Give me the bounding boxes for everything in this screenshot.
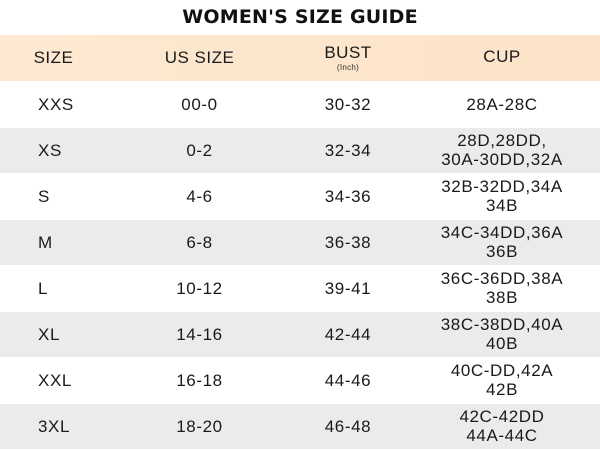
table-row: 3XL 18-20 46-48 42C-42DD 44A-44C [0, 403, 600, 449]
cup-line: 36B [485, 242, 519, 261]
cup-line: 34C-34DD,36A [440, 223, 564, 242]
us-size-cell: 16-18 [176, 370, 223, 390]
cup-line: 32B-32DD,34A [441, 177, 563, 196]
header-bust-unit: (Inch) [336, 62, 360, 72]
header-cup: CUP [483, 47, 521, 66]
size-cell: M [38, 232, 53, 252]
header-bust: BUST (Inch) [292, 35, 404, 81]
cup-line: 40B [485, 334, 519, 353]
size-cell: S [38, 186, 50, 206]
cup-cell: 28D,28DD, 30A-30DD,32A [404, 127, 600, 173]
us-size-cell: 18-20 [176, 416, 223, 436]
cup-line: 28A-28C [466, 94, 538, 114]
bust-cell: 30-32 [324, 94, 372, 114]
cup-cell: 36C-36DD,38A 38B [404, 265, 600, 311]
us-size-cell: 6-8 [186, 232, 213, 252]
header-bust-label: BUST [324, 42, 372, 62]
cup-cell: 38C-38DD,40A 40B [404, 311, 600, 357]
bust-cell: 44-46 [324, 370, 372, 390]
cup-line: 38C-38DD,40A [440, 315, 564, 334]
cup-line: 30A-30DD,32A [441, 150, 563, 169]
table-header: SIZE US SIZE BUST (Inch) CUP [0, 35, 600, 81]
table-row: XL 14-16 42-44 38C-38DD,40A 40B [0, 311, 600, 357]
size-cell: L [38, 278, 49, 298]
cup-cell: 28A-28C [404, 81, 600, 127]
table-body: XXS 00-0 30-32 28A-28C XS 0-2 32-34 28D,… [0, 81, 600, 449]
us-size-cell: 14-16 [176, 324, 223, 344]
header-us-size: US SIZE [164, 47, 235, 67]
table-row: XXS 00-0 30-32 28A-28C [0, 81, 600, 127]
size-cell: XS [38, 140, 62, 160]
page-title: WOMEN'S SIZE GUIDE [182, 6, 418, 28]
size-guide-table: SIZE US SIZE BUST (Inch) CUP XXS 00-0 30… [0, 35, 600, 449]
table-row: XXL 16-18 44-46 40C-DD,42A 42B [0, 357, 600, 403]
cup-line: 42B [485, 380, 519, 399]
cup-cell: 40C-DD,42A 42B [404, 357, 600, 403]
header-size: SIZE [33, 47, 74, 67]
table-row: XS 0-2 32-34 28D,28DD, 30A-30DD,32A [0, 127, 600, 173]
table-row: M 6-8 36-38 34C-34DD,36A 36B [0, 219, 600, 265]
cup-line: 40C-DD,42A [450, 361, 554, 380]
cup-line: 36C-36DD,38A [440, 269, 564, 288]
table-row: L 10-12 39-41 36C-36DD,38A 38B [0, 265, 600, 311]
cup-line: 42C-42DD [459, 407, 545, 427]
cup-cell: 42C-42DD 44A-44C [404, 403, 600, 449]
cup-cell: 32B-32DD,34A 34B [404, 173, 600, 219]
size-cell: XXS [38, 94, 74, 114]
us-size-cell: 10-12 [176, 278, 223, 298]
size-cell: 3XL [38, 416, 71, 436]
bust-cell: 32-34 [324, 140, 372, 160]
bust-cell: 39-41 [324, 278, 372, 298]
size-cell: XXL [38, 370, 72, 390]
bust-cell: 36-38 [324, 232, 372, 252]
table-row: S 4-6 34-36 32B-32DD,34A 34B [0, 173, 600, 219]
cup-cell: 34C-34DD,36A 36B [404, 219, 600, 265]
header-row: SIZE US SIZE BUST (Inch) CUP [0, 35, 600, 81]
cup-line: 28D,28DD, [457, 131, 547, 150]
size-cell: XL [38, 324, 60, 344]
cup-line: 44A-44C [466, 426, 538, 446]
us-size-cell: 00-0 [181, 94, 218, 114]
bust-cell: 46-48 [324, 416, 372, 436]
cup-line: 34B [485, 196, 519, 215]
bust-cell: 42-44 [324, 324, 372, 344]
us-size-cell: 4-6 [186, 186, 213, 206]
us-size-cell: 0-2 [186, 140, 213, 160]
bust-cell: 34-36 [324, 186, 372, 206]
cup-line: 38B [485, 288, 519, 307]
